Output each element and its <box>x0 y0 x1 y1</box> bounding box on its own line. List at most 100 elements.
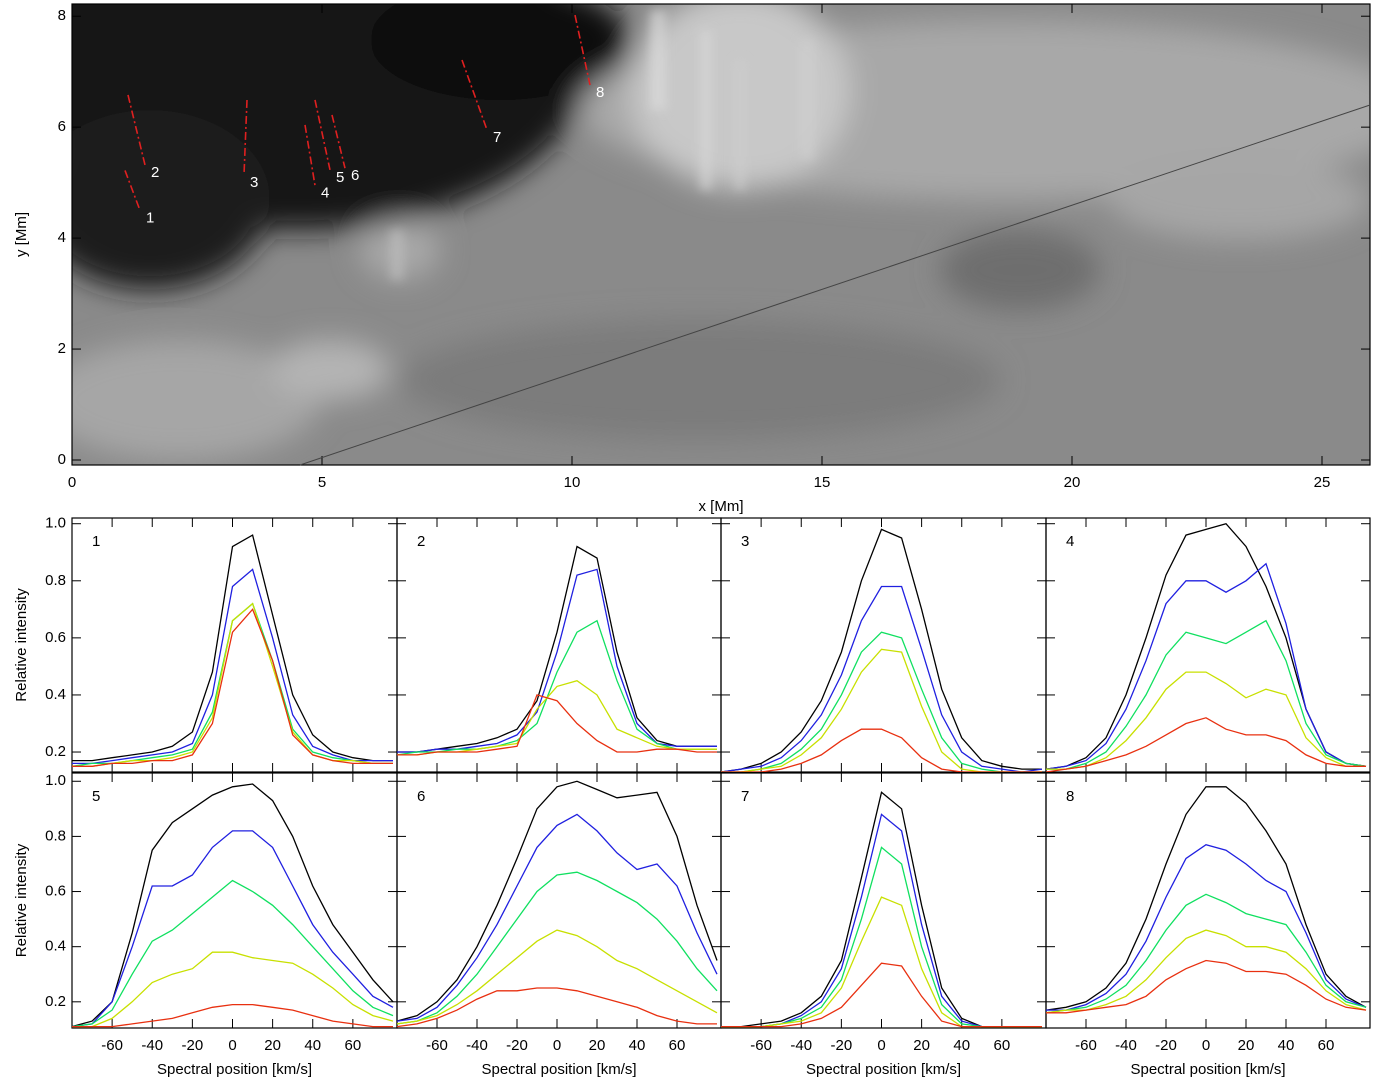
x-tick-label: -40 <box>141 1037 163 1054</box>
series-line <box>72 830 394 1028</box>
y-axis-label: y [Mm] <box>13 212 30 257</box>
slit <box>574 14 591 86</box>
series-line <box>397 871 718 1025</box>
series-line <box>1046 959 1367 1014</box>
x-tick-label: 5 <box>318 474 326 491</box>
x-tick-label: 0 <box>228 1037 236 1054</box>
slit <box>127 94 146 166</box>
x-tick-label: 0 <box>553 1037 561 1054</box>
axes-frame <box>1045 517 1371 773</box>
slit <box>304 124 316 186</box>
series-line <box>1046 717 1366 772</box>
panel-label: 2 <box>417 533 425 550</box>
y-axis-label: Relative intensity <box>13 588 30 702</box>
x-axis-label: Spectral position [km/s] <box>157 1061 312 1078</box>
x-tick-label: 0 <box>1202 1037 1210 1054</box>
series-line <box>72 602 393 767</box>
plot-lines <box>1046 786 1367 1014</box>
plot-lines <box>72 534 393 767</box>
x-axis-label: Spectral position [km/s] <box>1130 1061 1285 1078</box>
x-tick-label: 60 <box>994 1037 1011 1054</box>
series-line <box>72 951 394 1028</box>
y-tick-label: 0.8 <box>45 572 66 589</box>
x-tick-label: -20 <box>1155 1037 1177 1054</box>
x-tick-label: -60 <box>1075 1037 1097 1054</box>
diagonal-line <box>299 104 1371 466</box>
series-line <box>721 585 1043 772</box>
slit <box>124 170 141 211</box>
x-tick-label: 40 <box>304 1037 321 1054</box>
series-line <box>72 879 394 1028</box>
series-line <box>72 602 393 767</box>
panel-label: 8 <box>1066 788 1074 805</box>
y-tick-label: 0 <box>58 451 66 468</box>
axes-frame <box>396 772 722 1029</box>
slit-label: 4 <box>321 184 329 201</box>
axes-frame <box>1045 772 1371 1029</box>
series-line <box>1046 619 1367 770</box>
y-tick-label: 0.2 <box>45 993 66 1010</box>
series-line <box>72 1003 393 1028</box>
series-line <box>721 728 1042 772</box>
axes-frame <box>71 772 398 1029</box>
slit <box>243 99 248 175</box>
y-tick-label: 0.6 <box>45 629 66 646</box>
plot-lines <box>397 545 717 756</box>
series-line <box>397 813 718 1022</box>
x-tick-label: 20 <box>913 1037 930 1054</box>
series-line <box>1046 522 1367 770</box>
slit-label: 3 <box>250 174 258 191</box>
series-line <box>397 780 718 1022</box>
series-line <box>721 846 1042 1028</box>
y-tick-label: 2 <box>58 340 66 357</box>
axes-frame <box>71 517 398 773</box>
y-tick-label: 0.8 <box>45 827 66 844</box>
series-line <box>397 619 717 756</box>
x-tick-label: -20 <box>506 1037 528 1054</box>
series-line <box>721 813 1042 1028</box>
x-tick-label: 20 <box>1238 1037 1255 1054</box>
x-tick-label: 40 <box>1278 1037 1295 1054</box>
x-axis-label: Spectral position [km/s] <box>481 1061 636 1078</box>
series-line <box>721 896 1042 1028</box>
y-tick-label: 0.2 <box>45 743 66 760</box>
slit <box>331 114 346 169</box>
series-line <box>1046 893 1367 1014</box>
solar-image <box>72 4 1370 465</box>
x-tick-label: -40 <box>466 1037 488 1054</box>
y-tick-label: 6 <box>58 118 66 135</box>
x-axis-label: Spectral position [km/s] <box>806 1061 961 1078</box>
plot-lines <box>1046 522 1367 772</box>
series-line <box>397 694 717 756</box>
series-line <box>721 631 1042 772</box>
slit-label: 5 <box>336 169 344 186</box>
panel-label: 4 <box>1066 533 1074 550</box>
series-line <box>397 929 718 1025</box>
slit-label: 7 <box>493 129 501 146</box>
x-tick-label: -40 <box>790 1037 812 1054</box>
plot-lines <box>721 791 1042 1028</box>
x-tick-label: 40 <box>953 1037 970 1054</box>
x-tick-label: 0 <box>877 1037 885 1054</box>
series-line <box>721 528 1042 772</box>
y-tick-label: 1.0 <box>45 515 66 532</box>
plot-lines <box>721 528 1043 772</box>
slit-label: 8 <box>596 84 604 101</box>
series-line <box>721 962 1042 1028</box>
y-tick-label: 0.4 <box>45 686 66 703</box>
series-line <box>1046 929 1367 1014</box>
panel-label: 7 <box>741 788 749 805</box>
x-tick-label: 60 <box>1318 1037 1335 1054</box>
x-tick-label: -60 <box>101 1037 123 1054</box>
y-tick-label: 1.0 <box>45 772 66 789</box>
slit <box>314 99 331 171</box>
axes-frame <box>720 517 1047 773</box>
y-tick-label: 8 <box>58 7 66 24</box>
axes-frame <box>71 3 1371 466</box>
x-tick-label: 10 <box>564 474 581 491</box>
series-line <box>1046 786 1367 1011</box>
plot-lines <box>72 783 394 1028</box>
y-axis-label: Relative intensity <box>13 843 30 957</box>
x-tick-label: -60 <box>750 1037 772 1054</box>
